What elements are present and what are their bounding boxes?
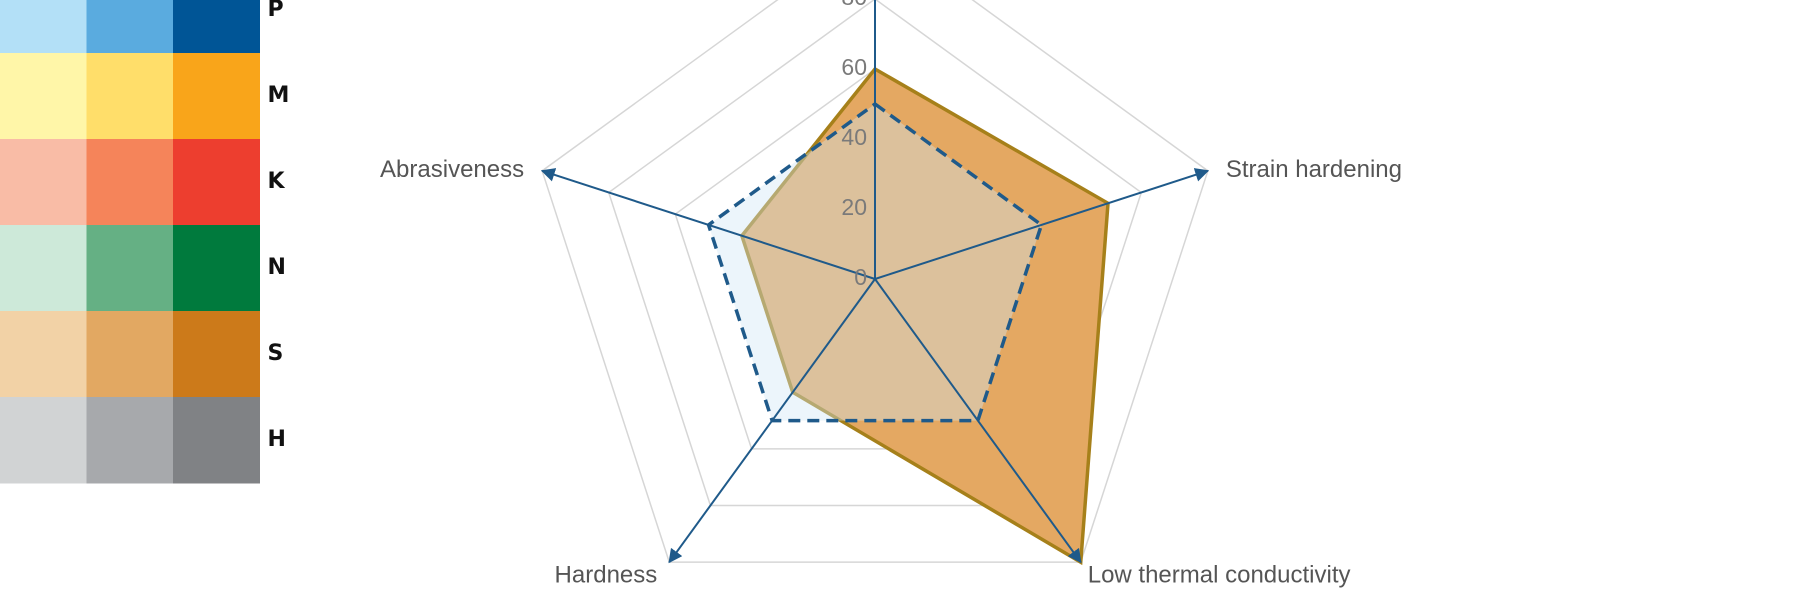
group-label: K <box>268 169 286 194</box>
grid-ring <box>541 0 1209 563</box>
group-swatch <box>173 139 260 226</box>
radar-axis <box>874 168 1210 280</box>
r-tick-label: 0 <box>854 264 867 290</box>
r-tick-label: 80 <box>841 0 867 10</box>
group-label: H <box>268 427 286 452</box>
group-swatch <box>86 0 174 54</box>
axis-label: Abrasiveness <box>380 156 524 183</box>
group-swatch <box>86 311 174 398</box>
axis-label: Hardness <box>555 561 658 588</box>
group-swatch <box>173 0 260 54</box>
group-swatch <box>173 225 260 312</box>
group-swatch <box>0 0 87 54</box>
series-area <box>739 66 1110 566</box>
r-tick-label: 40 <box>841 124 867 150</box>
group-swatch <box>86 397 174 484</box>
group-swatch <box>173 53 260 140</box>
group-swatch <box>86 53 174 140</box>
grid-ring <box>607 0 1143 507</box>
r-tick-label: 20 <box>841 194 867 220</box>
group-label: P <box>268 0 284 22</box>
group-label: M <box>268 83 290 108</box>
group-label: S <box>268 341 284 366</box>
group-swatch <box>0 139 87 226</box>
radar-axis <box>874 278 1082 564</box>
group-swatch <box>173 397 260 484</box>
group-swatch <box>0 53 87 140</box>
group-label: N <box>268 255 286 280</box>
radar-axis <box>540 168 876 280</box>
group-swatch <box>86 139 174 226</box>
axis-label: Strain hardening <box>1226 156 1402 183</box>
group-swatch <box>0 397 87 484</box>
group-swatch <box>86 225 174 312</box>
r-tick-label: 60 <box>841 54 867 80</box>
group-swatch <box>0 225 87 312</box>
radar-axis <box>668 278 876 564</box>
axis-label: Low thermal conductivity <box>1088 561 1351 588</box>
group-swatch <box>173 311 260 398</box>
group-swatch <box>0 311 87 398</box>
